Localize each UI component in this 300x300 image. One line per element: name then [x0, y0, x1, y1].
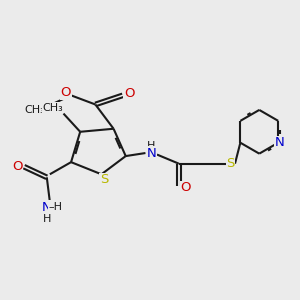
Text: H: H: [43, 214, 52, 224]
Text: S: S: [226, 157, 235, 170]
Text: O: O: [12, 160, 22, 173]
Text: –H: –H: [48, 202, 62, 212]
Text: N: N: [42, 201, 52, 214]
Text: N: N: [147, 146, 156, 160]
Text: N: N: [275, 136, 285, 149]
Text: O: O: [60, 86, 71, 99]
Text: CH₃: CH₃: [43, 103, 63, 112]
Text: O: O: [180, 182, 191, 194]
Text: O: O: [124, 87, 135, 100]
Text: CH₃: CH₃: [25, 105, 45, 115]
Text: H: H: [147, 141, 156, 151]
Text: S: S: [100, 173, 108, 186]
